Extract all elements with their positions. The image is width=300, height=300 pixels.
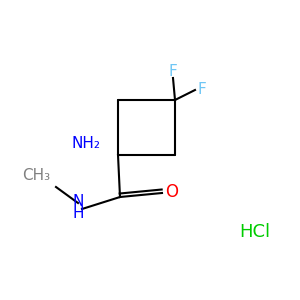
Text: CH₃: CH₃ (22, 169, 50, 184)
Text: NH₂: NH₂ (71, 136, 100, 151)
Text: H: H (72, 206, 84, 220)
Text: HCl: HCl (239, 223, 271, 241)
Text: N: N (72, 194, 84, 208)
Text: F: F (198, 82, 206, 98)
Text: O: O (166, 183, 178, 201)
Text: F: F (169, 64, 177, 79)
